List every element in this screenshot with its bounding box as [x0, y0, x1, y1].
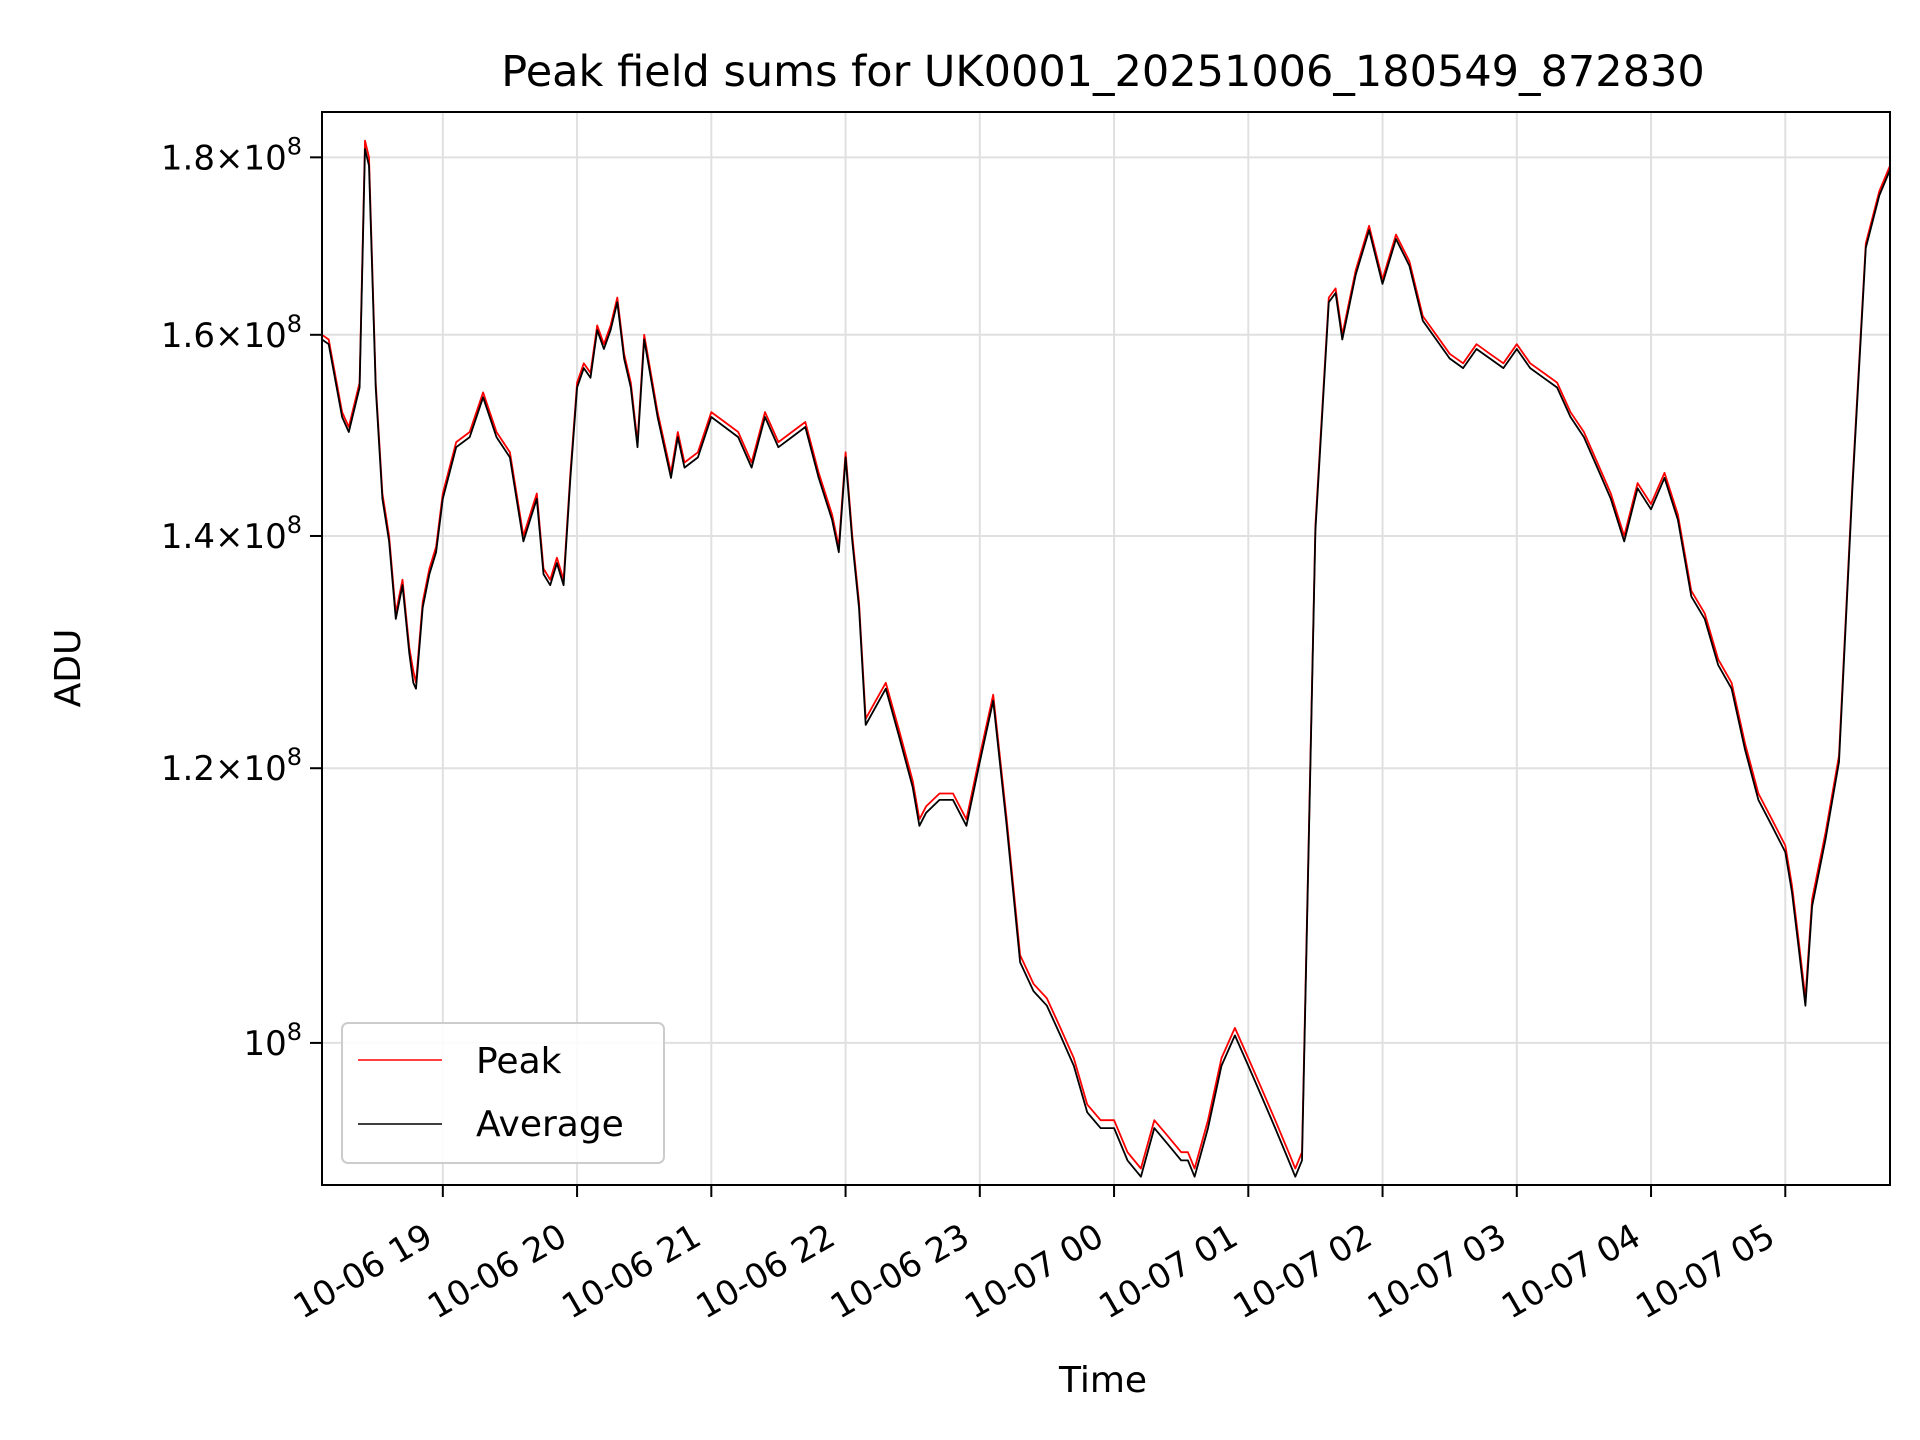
- y-tick-label: 108: [243, 1018, 302, 1064]
- x-axis-label: Time: [1058, 1360, 1147, 1401]
- series-line-peak: [321, 139, 1891, 1170]
- y-axis-label: ADU: [48, 629, 89, 708]
- legend-label-average: Average: [476, 1104, 624, 1145]
- legend: Peak Average: [341, 1022, 665, 1164]
- y-tick-label: 1.6×108: [161, 310, 302, 356]
- plot-series: [321, 139, 1891, 1178]
- y-axis-ticks: 108 1.2×108 1.4×108 1.6×108 1.8×108: [161, 132, 322, 1064]
- chart-title: Peak field sums for UK0001_20251006_1805…: [501, 47, 1704, 97]
- plot-frame: [321, 111, 1891, 1186]
- grid-lines: [322, 112, 1890, 1185]
- y-tick-label: 1.4×108: [161, 511, 302, 557]
- y-tick-label: 1.2×108: [161, 743, 302, 789]
- legend-label-peak: Peak: [476, 1041, 562, 1082]
- legend-box: [341, 1022, 665, 1164]
- y-tick-label: 1.8×108: [161, 132, 302, 178]
- series-line-average: [321, 148, 1891, 1178]
